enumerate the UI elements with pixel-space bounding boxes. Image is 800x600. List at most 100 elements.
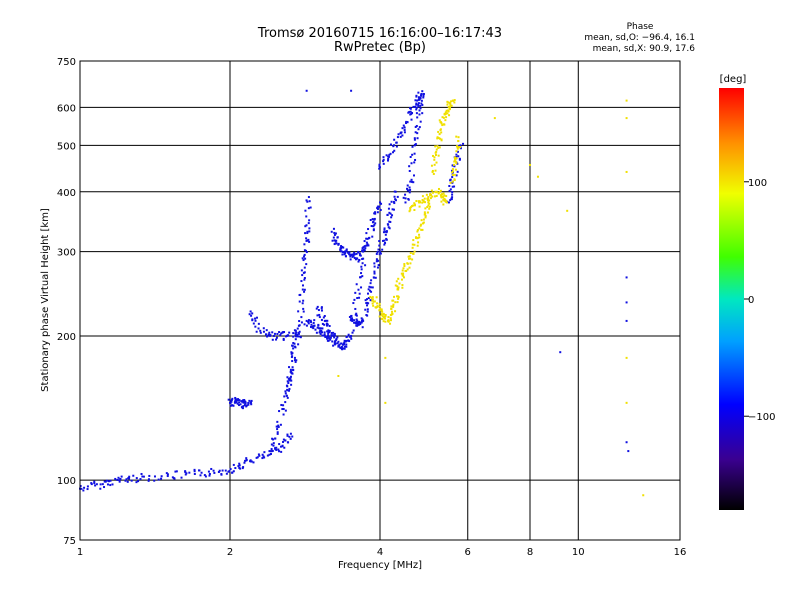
data-point-x — [418, 236, 421, 239]
data-point-o — [355, 283, 358, 286]
data-point-o — [316, 314, 319, 317]
data-point-o — [404, 193, 407, 196]
data-point-o — [266, 454, 269, 457]
data-point-o — [165, 472, 168, 475]
data-point-o — [413, 152, 416, 155]
data-point-o — [307, 207, 310, 210]
data-point-o — [406, 187, 409, 190]
data-point-x — [432, 172, 435, 175]
data-point-x — [426, 205, 429, 208]
data-point-o — [327, 332, 330, 335]
data-point-o — [418, 113, 421, 116]
data-point-o — [406, 189, 409, 192]
data-point-o — [415, 94, 418, 97]
data-point-o — [282, 337, 285, 340]
data-point-x — [437, 154, 440, 157]
data-point-o — [376, 266, 379, 269]
data-point-o — [327, 339, 330, 342]
data-point-o — [141, 475, 144, 478]
data-point-o — [337, 243, 340, 246]
data-point-o — [415, 124, 418, 127]
data-point-o — [282, 404, 285, 407]
data-point-o — [271, 449, 274, 452]
data-point-o — [255, 330, 258, 333]
data-point-o — [319, 329, 322, 332]
data-point-o — [135, 481, 138, 484]
data-point-o — [364, 247, 367, 250]
data-point-o — [401, 127, 404, 130]
data-point-o — [283, 446, 286, 449]
data-point-x — [444, 199, 447, 202]
data-point-o — [389, 212, 392, 215]
data-point-o — [304, 225, 307, 228]
data-point-o — [369, 282, 372, 285]
data-point-o — [332, 334, 335, 337]
data-point-o — [415, 112, 418, 115]
data-point-x — [427, 201, 430, 204]
data-point-o — [361, 262, 364, 265]
data-point-o — [286, 396, 289, 399]
data-point-o — [256, 456, 259, 459]
data-point-o — [254, 319, 257, 322]
data-point-o — [339, 248, 342, 251]
data-point-o — [355, 314, 358, 317]
data-point-o — [366, 237, 369, 240]
data-point-o — [451, 191, 454, 194]
data-point-o — [265, 329, 268, 332]
data-point-o — [271, 338, 274, 341]
data-point-o — [354, 307, 357, 310]
data-point-x — [642, 494, 645, 497]
colorbar-tick-label: −100 — [748, 412, 775, 423]
y-axis-label: Stationary phase Virtual Height [km] — [40, 208, 51, 392]
data-point-o — [342, 251, 345, 254]
data-point-o — [336, 342, 339, 345]
data-point-x — [408, 210, 411, 213]
data-point-o — [377, 264, 380, 267]
data-point-o — [238, 404, 241, 407]
data-point-o — [378, 240, 381, 243]
data-point-o — [415, 103, 418, 106]
data-point-o — [449, 178, 452, 181]
data-point-o — [451, 193, 454, 196]
data-point-o — [307, 322, 310, 325]
data-point-x — [423, 211, 426, 214]
data-point-x — [401, 269, 404, 272]
data-point-x — [376, 305, 379, 308]
data-point-o — [451, 176, 454, 179]
data-point-x — [382, 316, 385, 319]
data-point-o — [320, 309, 323, 312]
data-point-o — [210, 467, 213, 470]
data-point-x — [396, 301, 399, 304]
data-point-o — [290, 371, 293, 374]
data-point-o — [303, 266, 306, 269]
data-point-o — [251, 312, 254, 315]
data-point-o — [218, 469, 221, 472]
data-point-x — [421, 195, 424, 198]
data-point-o — [306, 230, 309, 233]
data-point-o — [355, 252, 358, 255]
data-point-o — [237, 465, 240, 468]
data-point-o — [399, 131, 402, 134]
data-point-o — [320, 307, 323, 310]
data-point-x — [412, 252, 415, 255]
data-point-x — [390, 313, 393, 316]
data-point-x — [417, 241, 420, 244]
data-point-o — [376, 251, 379, 254]
data-point-o — [335, 338, 338, 341]
data-point-o — [394, 198, 397, 201]
data-point-o — [259, 331, 262, 334]
data-point-o — [340, 245, 343, 248]
data-point-x — [418, 233, 421, 236]
data-point-o — [360, 272, 363, 275]
data-point-o — [234, 467, 237, 470]
data-point-o — [417, 102, 420, 105]
data-point-o — [359, 323, 362, 326]
data-point-o — [450, 169, 453, 172]
data-point-o — [316, 326, 319, 329]
data-point-o — [140, 472, 143, 475]
data-point-x — [430, 164, 433, 167]
data-point-x — [418, 205, 421, 208]
data-point-o — [298, 320, 301, 323]
x-tick-label: 10 — [572, 547, 585, 558]
data-point-o — [333, 341, 336, 344]
